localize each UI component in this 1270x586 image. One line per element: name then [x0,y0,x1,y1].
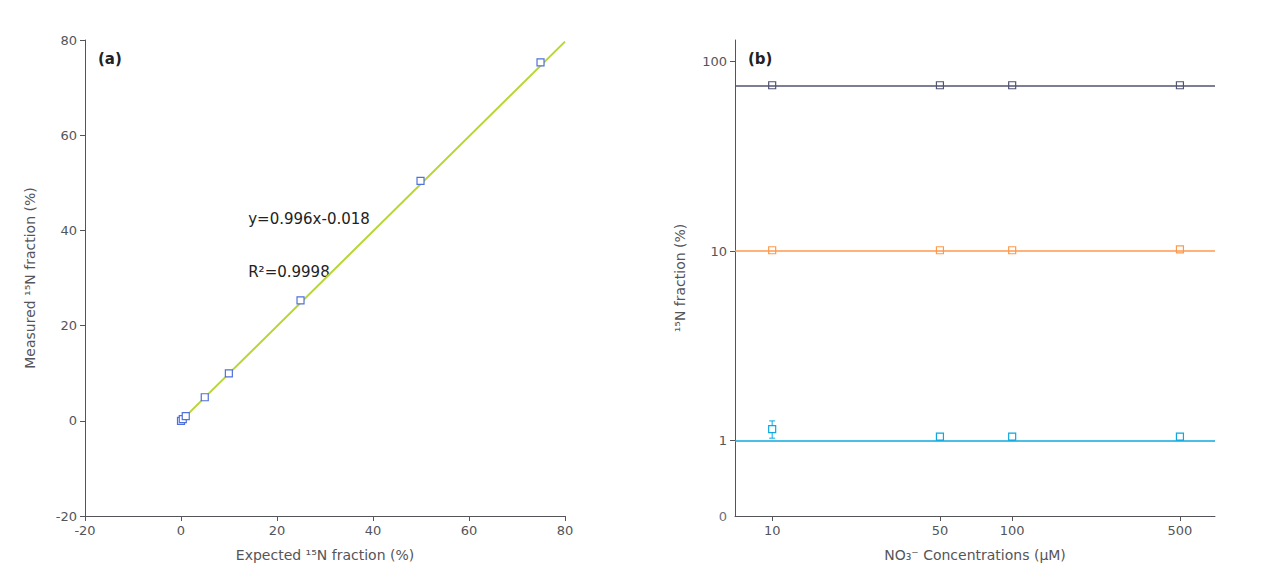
svg-text:0: 0 [177,523,185,538]
svg-text:NO₃⁻ Concentrations (μM): NO₃⁻ Concentrations (μM) [884,547,1066,563]
svg-text:80: 80 [60,33,77,48]
svg-text:y=0.996x-0.018: y=0.996x-0.018 [248,210,370,228]
svg-text:100: 100 [1000,523,1025,538]
svg-text:500: 500 [1168,523,1193,538]
svg-text:R²=0.9998: R²=0.9998 [248,263,330,281]
svg-text:10: 10 [764,523,781,538]
svg-text:0: 0 [719,509,727,524]
svg-text:20: 20 [60,318,77,333]
svg-text:100: 100 [702,54,727,69]
svg-text:80: 80 [557,523,574,538]
svg-text:60: 60 [461,523,478,538]
svg-text:(a): (a) [98,50,122,68]
svg-text:-20: -20 [56,509,77,524]
svg-text:10: 10 [710,244,727,259]
svg-text:Measured ¹⁵N fraction (%): Measured ¹⁵N fraction (%) [22,187,38,368]
svg-text:40: 40 [365,523,382,538]
svg-text:20: 20 [269,523,286,538]
svg-text:50: 50 [932,523,949,538]
svg-text:(b): (b) [748,50,772,68]
svg-text:-20: -20 [74,523,95,538]
svg-text:0: 0 [69,413,77,428]
svg-text:1: 1 [719,433,727,448]
svg-text:60: 60 [60,128,77,143]
svg-text:Expected ¹⁵N fraction (%): Expected ¹⁵N fraction (%) [236,547,414,563]
svg-text:40: 40 [60,223,77,238]
svg-text:¹⁵N fraction (%): ¹⁵N fraction (%) [672,224,688,333]
